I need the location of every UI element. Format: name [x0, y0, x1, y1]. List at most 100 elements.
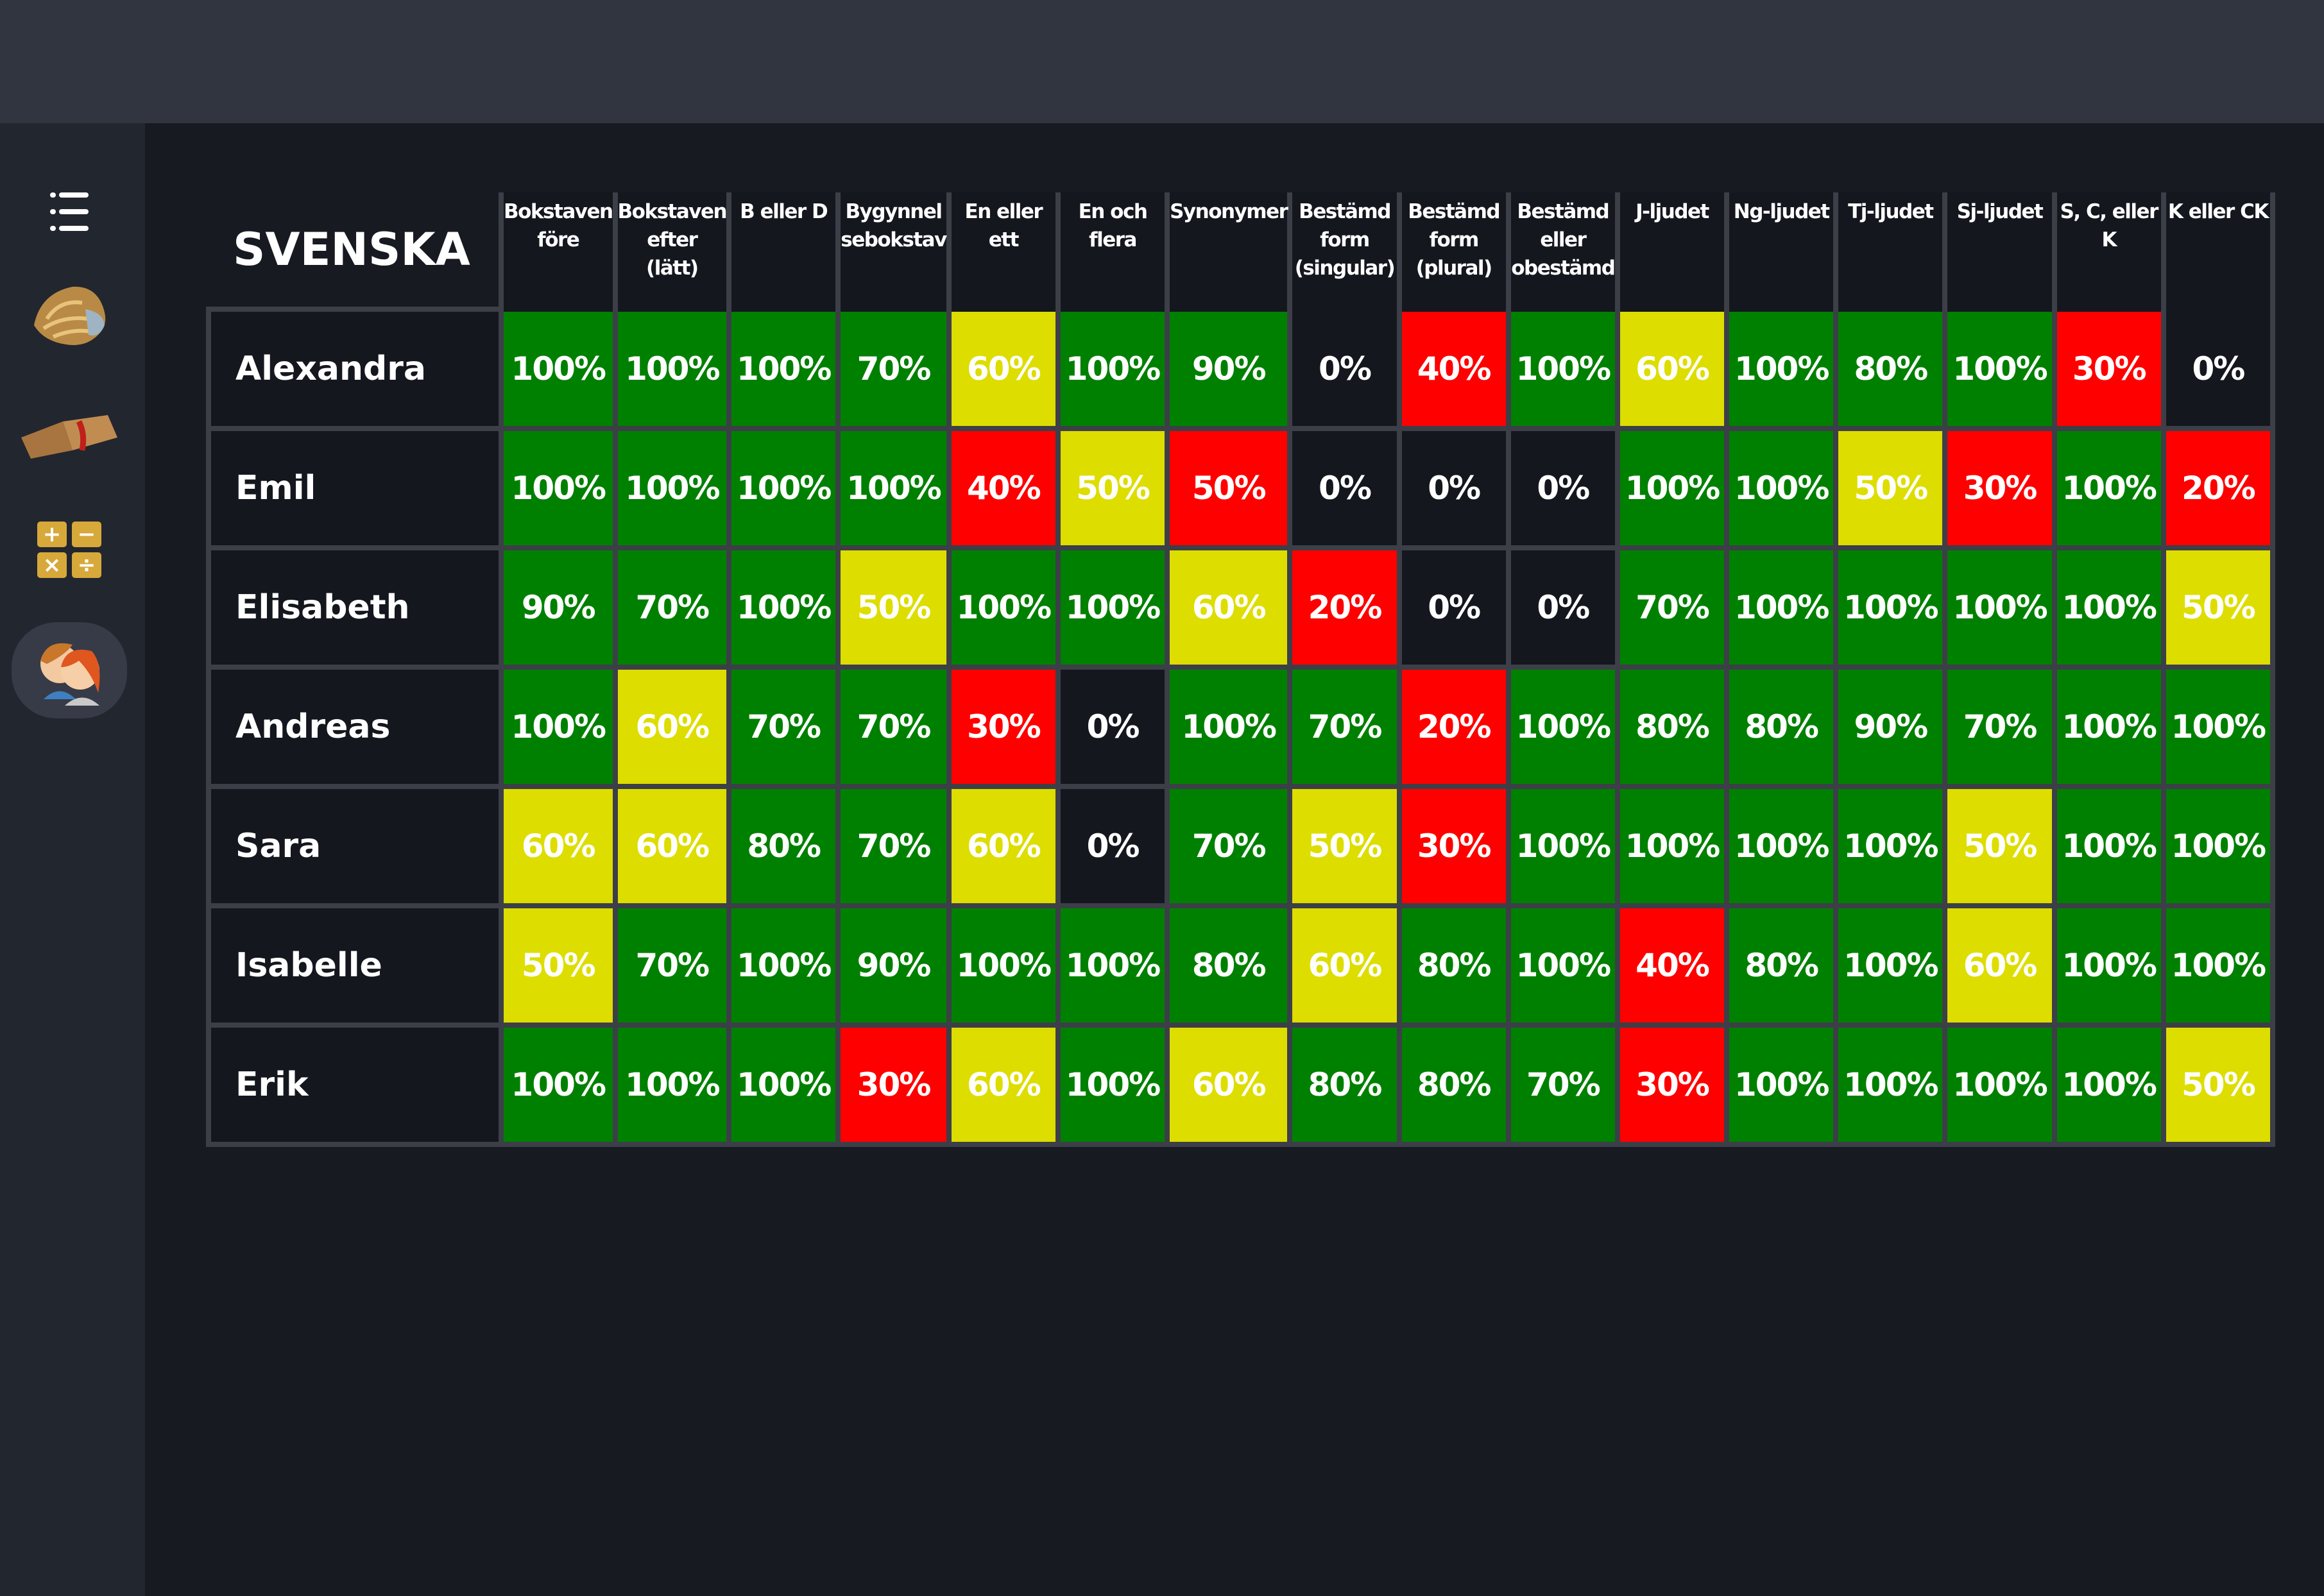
sidebar-item-math[interactable]: + − × ÷ [12, 502, 127, 598]
score-cell: 70% [841, 670, 946, 784]
score-cell: 100% [1619, 431, 1725, 545]
score-cell: 30% [951, 670, 1055, 784]
score-cell: 90% [504, 550, 613, 665]
column-header: Bokstaven efter (lätt) [617, 192, 728, 312]
student-name: Elisabeth [211, 550, 499, 665]
score-cell: 50% [1292, 789, 1397, 903]
score-cell: 100% [504, 431, 613, 545]
score-cell: 70% [1619, 550, 1725, 665]
score-cell: 30% [1619, 1028, 1725, 1142]
column-header: Bestämd form (plural) [1401, 192, 1506, 312]
plus-symbol: + [37, 522, 67, 547]
column-header: Bestämd form (singular) [1292, 192, 1397, 312]
column-header: En och flera [1060, 192, 1165, 312]
column-header: Sj-ljudet [1947, 192, 2052, 312]
sidebar: + − × ÷ [0, 123, 145, 1596]
score-cell: 100% [1729, 550, 1834, 665]
menu-icon[interactable] [50, 192, 89, 233]
score-cell: 100% [731, 431, 836, 545]
student-name: Sara [211, 789, 499, 903]
subject-title: SVENSKA [206, 192, 499, 307]
score-cell: 70% [617, 550, 727, 665]
score-cell: 100% [1947, 312, 2052, 426]
score-cell: 100% [2166, 908, 2270, 1023]
score-cell: 100% [841, 431, 946, 545]
score-cell: 90% [1170, 312, 1288, 426]
score-cell: 100% [504, 312, 613, 426]
score-cell: 0% [1060, 789, 1165, 903]
math-icon: + − × ÷ [37, 522, 101, 578]
score-cell: 100% [2056, 431, 2161, 545]
results-table: SVENSKA Bokstaven före Bokstaven efter (l… [206, 192, 2275, 1147]
score-cell: 100% [1170, 670, 1288, 784]
sidebar-item-students[interactable] [12, 622, 127, 718]
score-cell: 60% [951, 789, 1055, 903]
score-cell: 100% [1060, 312, 1165, 426]
column-header: Ng-ljudet [1729, 192, 1834, 312]
score-cell: 100% [951, 550, 1055, 665]
student-name: Andreas [211, 670, 499, 784]
score-cell: 60% [617, 789, 727, 903]
score-cell: 100% [1838, 789, 1943, 903]
score-cell: 60% [1292, 908, 1397, 1023]
score-cell: 70% [841, 312, 946, 426]
score-cell: 70% [1510, 1028, 1615, 1142]
column-header: Bokstaven före [504, 192, 613, 312]
score-cell: 70% [1292, 670, 1397, 784]
score-cell: 0% [1510, 431, 1615, 545]
column-header: S, C, eller K [2056, 192, 2161, 312]
score-cell: 100% [504, 670, 613, 784]
score-cell: 30% [2056, 312, 2161, 426]
column-header: Bygynnel sebokstav [841, 192, 947, 312]
score-cell: 70% [617, 908, 727, 1023]
score-cell: 100% [1947, 550, 2052, 665]
score-cell: 0% [2166, 312, 2270, 426]
score-cell: 0% [1401, 550, 1506, 665]
students-icon [40, 643, 100, 706]
score-cell: 50% [2166, 1028, 2270, 1142]
score-cell: 100% [731, 1028, 836, 1142]
score-cell: 100% [1510, 670, 1615, 784]
score-cell: 100% [1510, 789, 1615, 903]
score-cell: 100% [1729, 312, 1834, 426]
score-cell: 100% [1838, 908, 1943, 1023]
score-cell: 20% [1292, 550, 1397, 665]
score-cell: 0% [1060, 670, 1165, 784]
sidebar-item-lion[interactable] [12, 267, 127, 364]
score-cell: 80% [1292, 1028, 1397, 1142]
score-cell: 30% [1947, 431, 2052, 545]
score-cell: 0% [1401, 431, 1506, 545]
score-cell: 30% [841, 1028, 946, 1142]
column-header: B eller D [731, 192, 836, 312]
score-cell: 100% [617, 431, 727, 545]
sidebar-item-book[interactable] [12, 383, 127, 479]
score-cell: 60% [617, 670, 727, 784]
score-cell: 100% [617, 312, 727, 426]
score-cell: 20% [1401, 670, 1506, 784]
score-cell: 100% [1729, 431, 1834, 545]
column-header: K eller CK [2166, 192, 2270, 312]
student-name: Isabelle [211, 908, 499, 1023]
book-icon [21, 415, 117, 459]
score-cell: 100% [2166, 670, 2270, 784]
column-header: Synonymer [1170, 192, 1288, 312]
score-cell: 100% [1838, 550, 1943, 665]
top-bar [0, 0, 2324, 123]
score-cell: 100% [1729, 789, 1834, 903]
score-cell: 60% [951, 1028, 1055, 1142]
score-cell: 100% [731, 908, 836, 1023]
score-cell: 50% [504, 908, 613, 1023]
score-cell: 100% [1060, 550, 1165, 665]
score-cell: 100% [2056, 1028, 2161, 1142]
column-header: En eller ett [951, 192, 1055, 312]
column-header: J-ljudet [1619, 192, 1725, 312]
score-cell: 70% [841, 789, 946, 903]
score-cell: 60% [951, 312, 1055, 426]
score-cell: 50% [1947, 789, 2052, 903]
score-cell: 100% [2056, 908, 2161, 1023]
score-cell: 100% [1510, 908, 1615, 1023]
score-cell: 80% [731, 789, 836, 903]
score-cell: 80% [1729, 908, 1834, 1023]
score-cell: 80% [1401, 1028, 1506, 1142]
lion-icon [34, 286, 106, 345]
